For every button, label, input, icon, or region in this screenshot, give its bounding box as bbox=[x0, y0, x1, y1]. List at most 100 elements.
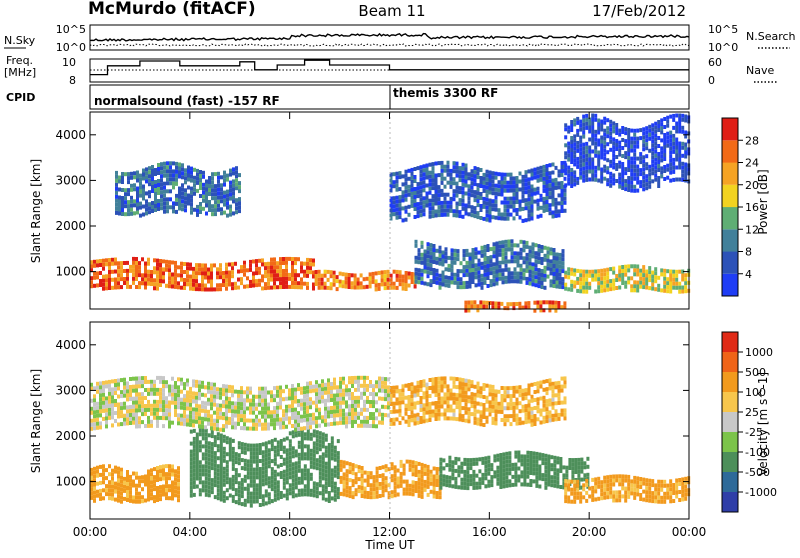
echo-cell bbox=[96, 259, 99, 263]
echo-cell bbox=[412, 464, 415, 468]
echo-cell bbox=[418, 256, 421, 260]
echo-cell bbox=[334, 486, 337, 490]
echo-cell bbox=[172, 173, 175, 177]
echo-cell bbox=[205, 200, 208, 204]
echo-cell bbox=[550, 279, 553, 283]
echo-cell bbox=[399, 175, 402, 179]
echo-cell bbox=[493, 242, 496, 246]
echo-cell bbox=[547, 247, 550, 251]
echo-cell bbox=[259, 467, 262, 471]
echo-cell bbox=[526, 483, 529, 487]
echo-cell bbox=[432, 378, 435, 382]
echo-cell bbox=[393, 386, 396, 390]
echo-cell bbox=[361, 494, 364, 498]
echo-cell bbox=[190, 486, 193, 490]
echo-cell bbox=[648, 270, 651, 274]
echo-cell bbox=[531, 383, 534, 387]
echo-cell bbox=[187, 178, 190, 182]
echo-cell bbox=[271, 443, 274, 447]
freq-right-tick-low: 0 bbox=[708, 74, 715, 87]
echo-cell bbox=[492, 199, 495, 203]
echo-cell bbox=[402, 275, 405, 279]
echo-cell bbox=[606, 483, 609, 487]
echo-cell bbox=[150, 496, 153, 500]
echo-cell bbox=[487, 272, 490, 276]
echo-cell bbox=[418, 280, 421, 284]
echo-cell bbox=[274, 486, 277, 490]
echo-cell bbox=[289, 455, 292, 459]
echo-cell bbox=[393, 204, 396, 208]
echo-cell bbox=[114, 490, 117, 494]
echo-cell bbox=[360, 273, 363, 277]
echo-cell bbox=[526, 281, 529, 285]
echo-cell bbox=[307, 473, 310, 477]
echo-cell bbox=[405, 206, 408, 210]
echo-cell bbox=[241, 458, 244, 462]
echo-cell bbox=[478, 283, 481, 287]
echo-cell bbox=[154, 196, 157, 200]
echo-cell bbox=[229, 181, 232, 185]
echo-cell bbox=[265, 465, 268, 469]
echo-cell bbox=[577, 462, 580, 466]
echo-cell bbox=[669, 135, 672, 139]
echo-cell bbox=[258, 279, 261, 283]
echo-cell bbox=[370, 487, 373, 491]
echo-cell bbox=[408, 272, 411, 276]
echo-cell bbox=[469, 273, 472, 277]
echo-cell bbox=[462, 167, 465, 171]
echo-cell bbox=[220, 486, 223, 490]
echo-cell bbox=[252, 284, 255, 288]
echo-cell bbox=[399, 413, 402, 417]
echo-cell bbox=[238, 473, 241, 477]
echo-cell bbox=[648, 177, 651, 181]
echo-cell bbox=[537, 167, 540, 171]
echo-cell bbox=[556, 277, 559, 281]
echo-cell bbox=[160, 202, 163, 206]
echo-cell bbox=[322, 440, 325, 444]
echo-cell bbox=[553, 460, 556, 464]
echo-cell bbox=[343, 476, 346, 480]
echo-cell bbox=[145, 175, 148, 179]
echo-cell bbox=[249, 264, 252, 268]
echo-cell bbox=[412, 468, 415, 472]
echo-cell bbox=[214, 435, 217, 439]
echo-cell bbox=[99, 473, 102, 477]
echo-cell bbox=[99, 425, 102, 429]
echo-cell bbox=[438, 173, 441, 177]
echo-cell bbox=[666, 120, 669, 124]
echo-cell bbox=[369, 284, 372, 288]
echo-cell bbox=[666, 285, 669, 289]
echo-cell bbox=[309, 258, 312, 262]
echo-cell bbox=[217, 192, 220, 196]
echo-cell bbox=[435, 210, 438, 214]
echo-cell bbox=[577, 458, 580, 462]
echo-cell bbox=[672, 491, 675, 495]
echo-cell bbox=[102, 488, 105, 492]
echo-cell bbox=[559, 457, 562, 461]
echo-cell bbox=[405, 218, 408, 222]
echo-cell bbox=[417, 417, 420, 421]
echo-cell bbox=[511, 483, 514, 487]
echo-cell bbox=[675, 495, 678, 499]
echo-cell bbox=[229, 442, 232, 446]
echo-cell bbox=[133, 187, 136, 191]
echo-cell bbox=[579, 168, 582, 172]
echo-cell bbox=[535, 263, 538, 267]
echo-cell bbox=[642, 175, 645, 179]
echo-cell bbox=[496, 470, 499, 474]
echo-cell bbox=[408, 419, 411, 423]
echo-cell bbox=[478, 259, 481, 263]
echo-cell bbox=[253, 496, 256, 500]
echo-cell bbox=[429, 191, 432, 195]
echo-cell bbox=[262, 478, 265, 482]
echo-cell bbox=[627, 140, 630, 144]
echo-cell bbox=[490, 483, 493, 487]
echo-cell bbox=[657, 120, 660, 124]
echo-cell bbox=[382, 493, 385, 497]
echo-cell bbox=[444, 408, 447, 412]
echo-cell bbox=[415, 268, 418, 272]
echo-cell bbox=[545, 300, 548, 304]
echo-cell bbox=[235, 456, 238, 460]
echo-cell bbox=[396, 417, 399, 421]
echo-cell bbox=[343, 488, 346, 492]
